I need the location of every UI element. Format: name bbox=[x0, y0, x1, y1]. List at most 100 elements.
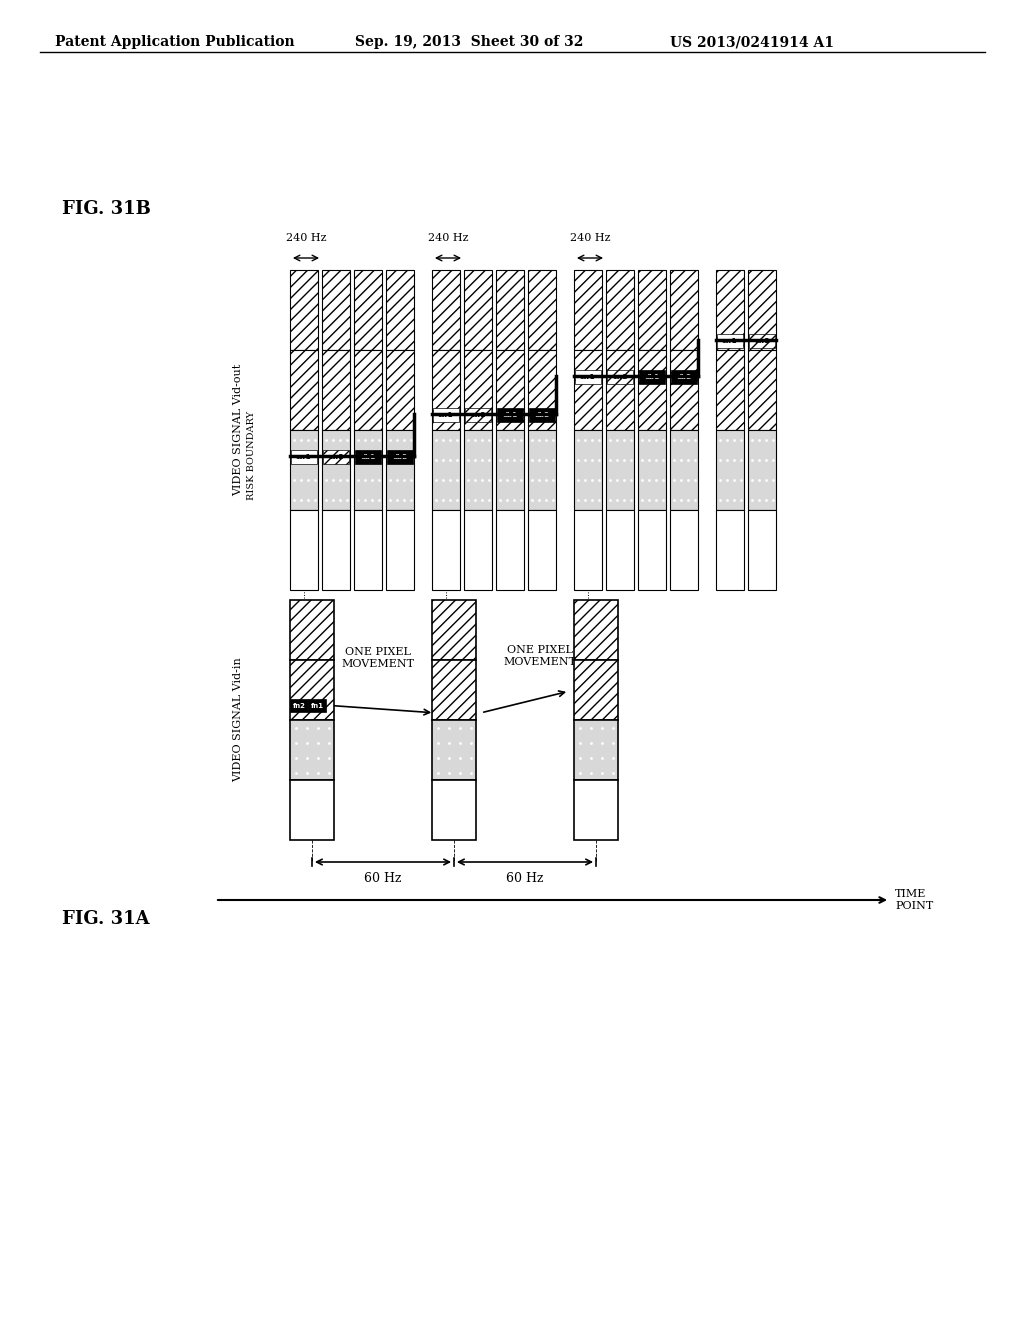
Bar bbox=[354, 271, 382, 350]
Bar bbox=[606, 510, 634, 590]
Bar bbox=[290, 271, 318, 350]
Bar bbox=[322, 350, 350, 430]
Text: db2: db2 bbox=[392, 454, 408, 459]
Bar bbox=[748, 271, 776, 350]
Bar bbox=[323, 450, 349, 463]
Text: db2: db2 bbox=[677, 374, 691, 380]
Bar bbox=[386, 430, 414, 510]
Bar bbox=[496, 430, 524, 510]
Bar bbox=[671, 370, 697, 384]
Bar bbox=[574, 430, 602, 510]
Bar bbox=[354, 510, 382, 590]
Bar bbox=[528, 350, 556, 430]
Bar bbox=[638, 271, 666, 350]
Bar bbox=[528, 271, 556, 350]
Bar bbox=[670, 510, 698, 590]
Bar bbox=[670, 350, 698, 430]
Bar bbox=[290, 719, 334, 780]
Bar bbox=[290, 350, 318, 430]
Bar bbox=[574, 660, 618, 719]
Bar bbox=[748, 430, 776, 510]
Bar bbox=[528, 510, 556, 590]
Bar bbox=[638, 510, 666, 590]
Bar bbox=[749, 334, 775, 348]
Bar bbox=[638, 350, 666, 430]
Text: VIDEO SIGNAL Vid-out: VIDEO SIGNAL Vid-out bbox=[233, 364, 243, 496]
Text: fn1: fn1 bbox=[310, 702, 324, 709]
Bar bbox=[717, 334, 743, 348]
Bar bbox=[574, 350, 602, 430]
Bar bbox=[670, 430, 698, 510]
Text: cw2: cw2 bbox=[612, 374, 628, 380]
Bar bbox=[670, 271, 698, 350]
Text: 240 Hz: 240 Hz bbox=[569, 234, 610, 243]
Text: 60 Hz: 60 Hz bbox=[365, 873, 401, 884]
Bar bbox=[432, 271, 460, 350]
Bar bbox=[464, 510, 492, 590]
Bar bbox=[354, 430, 382, 510]
Text: US 2013/0241914 A1: US 2013/0241914 A1 bbox=[670, 36, 834, 49]
Bar bbox=[496, 350, 524, 430]
Bar bbox=[308, 698, 326, 711]
Bar bbox=[607, 370, 633, 384]
Text: db2: db2 bbox=[535, 412, 550, 418]
Text: cw1: cw1 bbox=[438, 412, 454, 418]
Bar bbox=[387, 450, 413, 463]
Bar bbox=[748, 510, 776, 590]
Bar bbox=[386, 350, 414, 430]
Bar bbox=[290, 698, 308, 711]
Bar bbox=[574, 510, 602, 590]
Bar bbox=[716, 430, 744, 510]
Text: FIG. 31B: FIG. 31B bbox=[62, 201, 151, 218]
Text: cw2: cw2 bbox=[470, 412, 485, 418]
Bar bbox=[716, 271, 744, 350]
Bar bbox=[574, 271, 602, 350]
Bar bbox=[290, 660, 334, 719]
Bar bbox=[322, 271, 350, 350]
Text: db1: db1 bbox=[360, 454, 376, 459]
Bar bbox=[528, 430, 556, 510]
Bar bbox=[529, 408, 555, 422]
Bar bbox=[290, 430, 318, 510]
Text: RISK BOUNDARY: RISK BOUNDARY bbox=[248, 411, 256, 499]
Bar bbox=[496, 510, 524, 590]
Bar bbox=[432, 719, 476, 780]
Text: FIG. 31A: FIG. 31A bbox=[62, 909, 150, 928]
Text: db1: db1 bbox=[503, 412, 517, 418]
Text: TIME
POINT: TIME POINT bbox=[895, 888, 933, 911]
Bar bbox=[464, 350, 492, 430]
Bar bbox=[432, 430, 460, 510]
Bar bbox=[574, 719, 618, 780]
Bar bbox=[433, 408, 459, 422]
Text: 240 Hz: 240 Hz bbox=[286, 234, 327, 243]
Text: ONE PIXEL
MOVEMENT: ONE PIXEL MOVEMENT bbox=[504, 644, 577, 667]
Bar bbox=[464, 430, 492, 510]
Bar bbox=[432, 601, 476, 660]
Bar bbox=[575, 370, 601, 384]
Text: 240 Hz: 240 Hz bbox=[428, 234, 468, 243]
Bar bbox=[465, 408, 490, 422]
Bar bbox=[716, 510, 744, 590]
Bar bbox=[432, 780, 476, 840]
Text: db1: db1 bbox=[644, 374, 659, 380]
Text: cw1: cw1 bbox=[722, 338, 737, 345]
Bar bbox=[606, 430, 634, 510]
Text: cw2: cw2 bbox=[755, 338, 770, 345]
Text: cw2: cw2 bbox=[329, 454, 344, 459]
Bar bbox=[432, 350, 460, 430]
Bar bbox=[322, 510, 350, 590]
Bar bbox=[386, 510, 414, 590]
Bar bbox=[291, 450, 317, 463]
Bar bbox=[464, 271, 492, 350]
Text: fn2: fn2 bbox=[293, 702, 305, 709]
Bar bbox=[354, 350, 382, 430]
Bar bbox=[432, 510, 460, 590]
Bar bbox=[748, 350, 776, 430]
Bar bbox=[497, 408, 523, 422]
Text: cw1: cw1 bbox=[296, 454, 311, 459]
Text: VIDEO SIGNAL Vid-in: VIDEO SIGNAL Vid-in bbox=[233, 657, 243, 783]
Bar bbox=[716, 350, 744, 430]
Bar bbox=[639, 370, 665, 384]
Text: Sep. 19, 2013  Sheet 30 of 32: Sep. 19, 2013 Sheet 30 of 32 bbox=[355, 36, 584, 49]
Bar bbox=[638, 430, 666, 510]
